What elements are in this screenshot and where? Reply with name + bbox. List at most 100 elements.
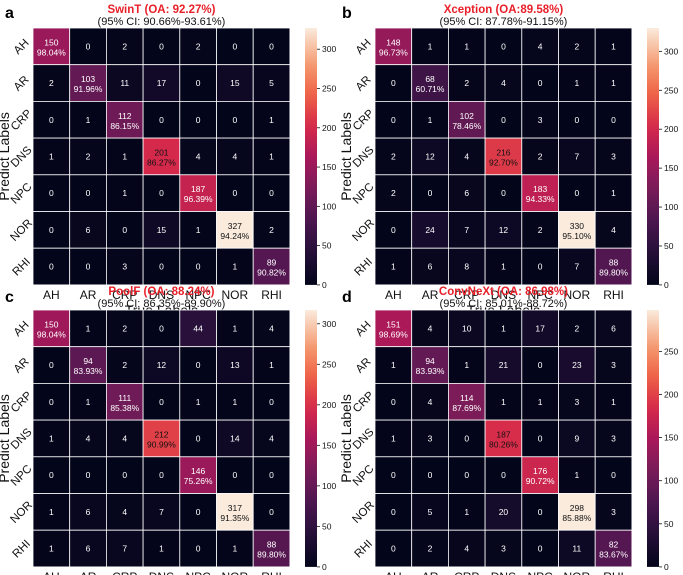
y-tick-label: CRP <box>9 389 35 415</box>
x-tick-label: AH <box>385 570 402 575</box>
heatmap-cell <box>484 137 523 176</box>
cell-value: 0 <box>196 262 201 272</box>
cell-percent: 60.71% <box>416 84 445 94</box>
heatmap-cell <box>252 247 291 286</box>
colorbar-tick-label: 150 <box>664 163 678 173</box>
heatmap-cell <box>179 456 217 494</box>
x-tick-label: RHI <box>603 288 624 302</box>
cell-value: 2 <box>122 41 127 51</box>
colorbar-tick-label: 150 <box>322 440 336 450</box>
cell-value: 1 <box>269 360 274 370</box>
cell-value: 2 <box>464 78 469 88</box>
heatmap-cell <box>32 27 71 66</box>
cell-value: 1 <box>464 360 469 370</box>
cell-value: 0 <box>86 188 91 198</box>
panel-letter: c <box>5 289 14 306</box>
heatmap-cell <box>106 101 144 139</box>
cell-value: 4 <box>428 323 433 333</box>
cell-value: 7 <box>574 262 579 272</box>
cell-value: 3 <box>501 544 506 554</box>
cell-value: 1 <box>611 78 616 88</box>
cell-value: 4 <box>464 151 469 161</box>
cell-value: 0 <box>159 115 164 125</box>
heatmap-cell <box>558 309 596 348</box>
heatmap-cell <box>142 382 181 421</box>
cell-value: 0 <box>501 188 506 198</box>
cell-value: 1 <box>196 397 201 407</box>
y-tick-label: DNS <box>9 144 35 170</box>
cell-value: 0 <box>538 78 543 88</box>
cell-value: 0 <box>122 470 127 480</box>
cell-value: 0 <box>196 433 201 443</box>
cell-value: 0 <box>428 470 433 480</box>
cell-value: 327 <box>228 221 242 231</box>
cell-value: 0 <box>232 41 237 51</box>
cell-value: 88 <box>267 540 277 550</box>
heatmap-cell <box>411 346 449 384</box>
cell-value: 1 <box>428 115 433 125</box>
colorbar-tick-label: 200 <box>322 123 336 133</box>
x-tick-label: DNS <box>491 570 516 575</box>
colorbar-tick-label: 150 <box>664 433 678 443</box>
cell-value: 4 <box>538 41 543 51</box>
cell-value: 2 <box>122 360 127 370</box>
panel-a: a SwinT (OA: 92.27%)(95% CI: 90.66%-93.61… <box>0 4 336 318</box>
cell-value: 4 <box>196 151 201 161</box>
cell-value: 1 <box>49 151 54 161</box>
cell-value: 20 <box>499 507 509 517</box>
cell-value: 0 <box>391 225 396 235</box>
cell-value: 216 <box>496 147 510 157</box>
y-tick-label: RHI <box>352 256 374 278</box>
y-tick-label: NOR <box>8 217 35 244</box>
heatmap-cell <box>374 174 413 212</box>
cell-value: 0 <box>501 115 506 125</box>
x-tick-label: NPC <box>185 288 211 302</box>
cell-value: 0 <box>159 262 164 272</box>
cell-value: 4 <box>428 397 433 407</box>
cell-value: 0 <box>464 433 469 443</box>
cell-value: 7 <box>464 225 469 235</box>
cell-percent: 89.80% <box>257 550 286 560</box>
cell-percent: 94.24% <box>220 231 249 241</box>
cell-value: 9 <box>574 433 579 443</box>
colorbar-tick-label: 300 <box>322 44 336 54</box>
heatmap-cell <box>179 529 217 568</box>
cell-percent: 95.10% <box>562 231 591 241</box>
colorbar <box>647 28 659 285</box>
cell-value: 0 <box>269 41 274 51</box>
heatmap-cell <box>558 529 596 568</box>
cell-value: 4 <box>269 433 274 443</box>
cell-percent: 86.15% <box>110 121 139 131</box>
cell-value: 4 <box>86 433 91 443</box>
cell-value: 4 <box>232 151 237 161</box>
cell-value: 0 <box>49 397 54 407</box>
cell-value: 23 <box>572 360 582 370</box>
cell-value: 0 <box>232 115 237 125</box>
cell-value: 7 <box>159 507 164 517</box>
cell-value: 1 <box>269 115 274 125</box>
cell-percent: 83.93% <box>416 366 445 376</box>
heatmap-cell <box>594 493 633 531</box>
y-tick-label: AR <box>12 74 32 94</box>
heatmap-cell <box>521 382 559 421</box>
cell-percent: 90.72% <box>526 476 555 486</box>
cell-percent: 98.04% <box>37 329 66 339</box>
cell-value: 6 <box>86 544 91 554</box>
heatmap-cell <box>69 137 107 176</box>
cell-value: 17 <box>157 78 167 88</box>
y-tick-label: RHI <box>352 538 374 560</box>
heatmap-cell <box>447 247 486 286</box>
cell-value: 0 <box>159 41 164 51</box>
colorbar-tick-label: 0 <box>322 280 327 290</box>
cell-value: 6 <box>611 323 616 333</box>
cell-value: 1 <box>574 78 579 88</box>
cell-value: 11 <box>120 78 129 88</box>
heatmap-cell <box>594 137 633 176</box>
cell-value: 2 <box>574 323 579 333</box>
colorbar-tick-label: 300 <box>664 46 678 56</box>
cell-value: 6 <box>86 507 91 517</box>
heatmap-cell <box>32 211 71 249</box>
y-tick-label: RHI <box>10 538 32 560</box>
cell-value: 0 <box>49 470 54 480</box>
